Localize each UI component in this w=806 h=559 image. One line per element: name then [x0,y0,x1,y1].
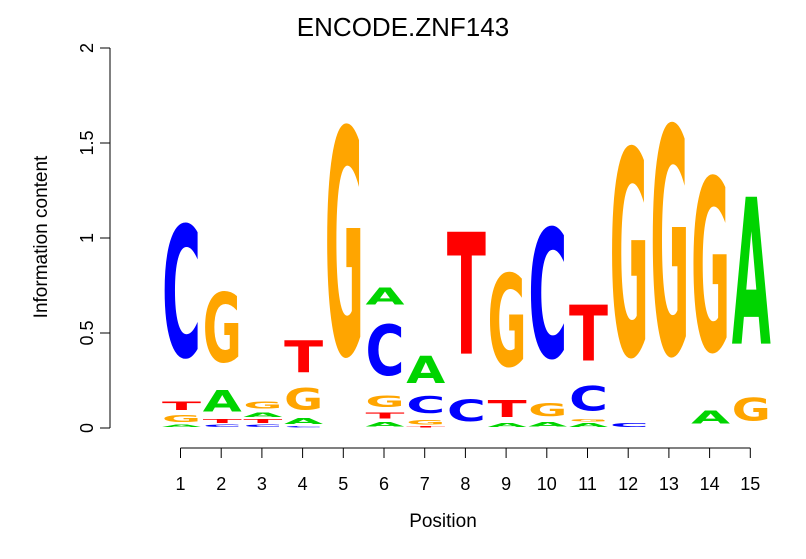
chart-title: ENCODE.ZNF143 [297,12,509,42]
logo-letter-c: C [610,422,649,428]
y-tick-label: 0.5 [77,320,97,345]
logo-letter-t: T [162,400,201,413]
logo-letter-g: G [325,67,364,428]
logo-letter-c: C [366,310,405,392]
x-tick-label: 15 [740,474,760,494]
logo-letter-c: C [162,191,201,400]
logo-letter-g: G [610,92,649,421]
y-tick-label: 1.5 [77,130,97,155]
logo-letter-a: A [488,422,527,428]
x-tick-label: 4 [298,474,308,494]
x-axis: 1 2 3 4 5 6 7 8 9 10 11 12 13 14 15 [175,447,760,494]
logo-letter-g: G [162,413,201,424]
x-tick-label: 5 [338,474,348,494]
logo-letter-g: G [203,273,242,384]
logo-letter-a: A [366,421,405,428]
logo-letter-g: G [243,400,282,411]
logo-letter-t: T [488,396,527,422]
logo-letter-a: A [366,284,406,310]
x-tick-label: 14 [700,474,720,494]
logo-letter-g: G [488,247,527,395]
logo-letter-c: C [203,424,242,428]
y-tick-label: 0 [77,423,97,433]
logo-letter-a: A [691,407,731,428]
logo-letter-t: T [569,289,608,378]
logo-letter-a: A [162,424,202,428]
logo-letter-t: T [406,426,446,428]
y-tick-label: 1 [77,233,97,243]
logo-letter-a: A [243,411,282,418]
logo-letter-a: A [406,349,446,392]
logo-letter-c: C [447,394,486,428]
y-axis: 0 0.5 1 1.5 2 [77,43,111,433]
logo-letter-c: C [569,379,608,419]
x-tick-label: 9 [501,474,511,494]
logo-letter-g: G [732,393,771,428]
x-tick-label: 2 [216,474,226,494]
logo-letter-g: G [284,383,323,417]
logo-letter-t: T [243,418,282,424]
logo-letter-g: G [650,64,689,428]
logo-letter-a: A [569,422,608,428]
x-tick-label: 7 [420,474,430,494]
x-tick-label: 3 [257,474,267,494]
x-tick-label: 12 [618,474,638,494]
logo-letter-a: A [732,157,771,392]
logo-letter-g: G [406,419,445,426]
y-axis-label: Information content [31,155,52,318]
y-tick-label: 2 [77,43,97,53]
x-tick-label: 10 [537,474,557,494]
logo-letter-a: A [284,417,323,426]
logo-letter-t: T [447,200,486,394]
logo-letter-c: C [406,392,445,419]
logo-letter-g: G [528,400,567,420]
logo-letter-t: T [203,418,242,424]
x-tick-label: 11 [578,474,597,494]
logo-letter-c: C [528,193,567,399]
x-tick-label: 6 [379,474,389,494]
x-axis-label: Position [409,511,477,532]
logo-letter-g: G [366,392,405,411]
logo-letter-c: C [284,426,323,428]
x-tick-label: 13 [659,474,679,494]
logo-letter-a: A [203,385,242,419]
logo-letter-a: A [528,421,567,428]
logo-letter-g: G [569,419,608,423]
x-tick-label: 8 [460,474,470,494]
logo-letter-g: G [691,131,730,407]
logo-letter-t: T [366,411,405,421]
x-tick-label: 1 [175,474,185,494]
logo-letter-c: C [243,424,282,428]
logo-letter-t: T [284,332,323,383]
